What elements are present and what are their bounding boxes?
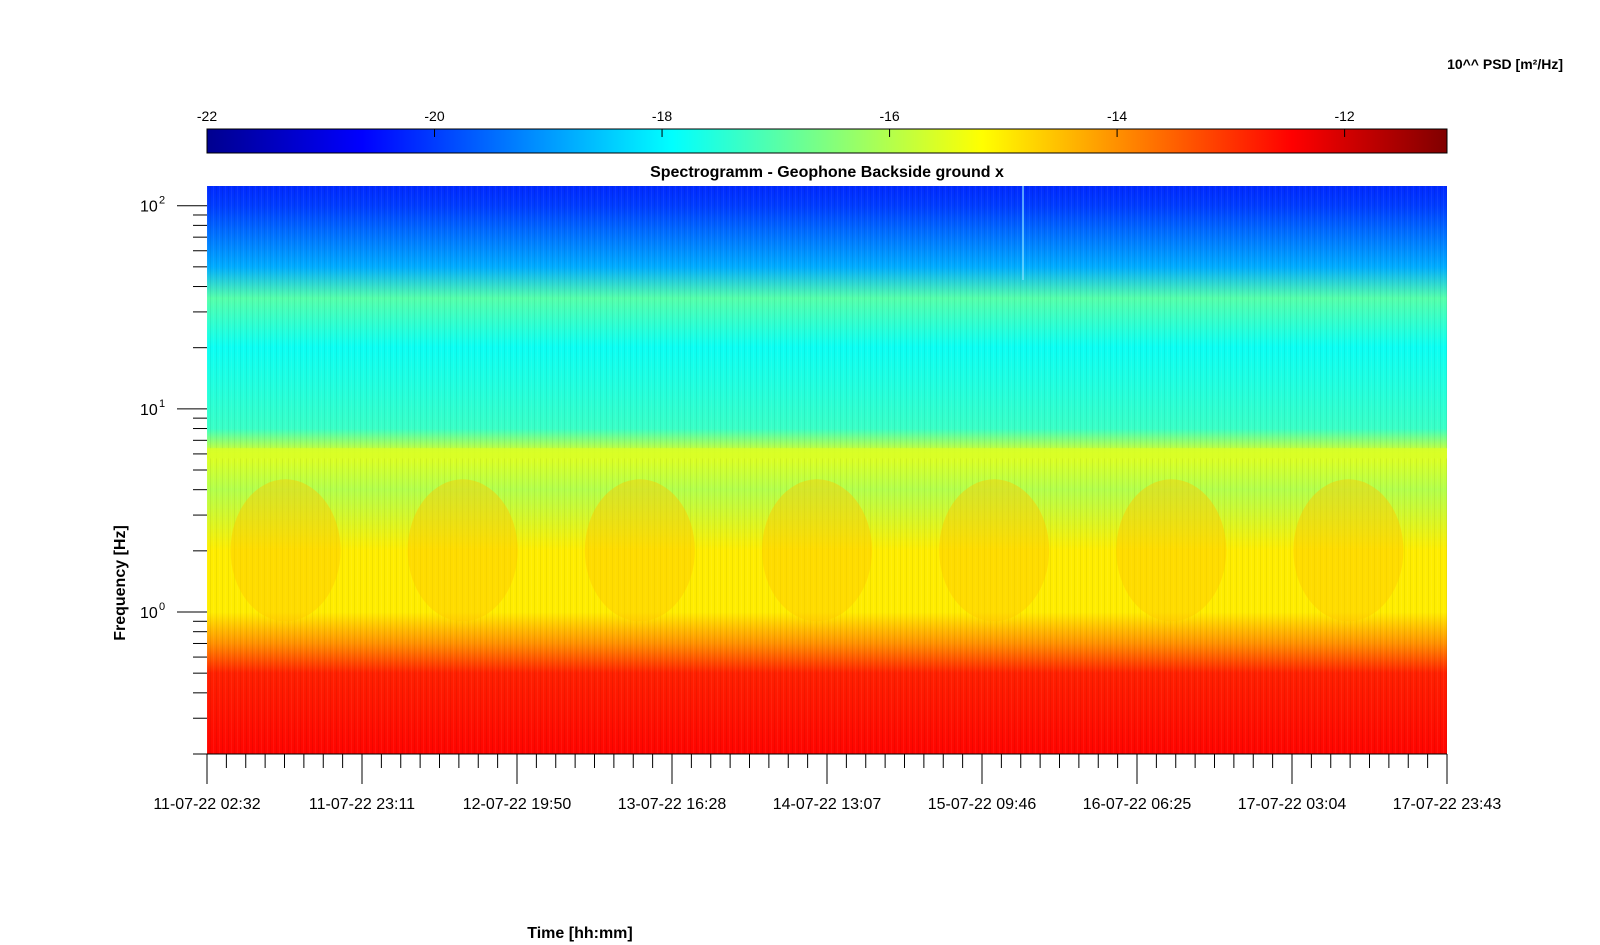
activity-burst: [939, 479, 1050, 622]
spectrogram-plot-area: [207, 186, 1447, 754]
x-tick-label: 16-07-22 06:25: [1083, 796, 1192, 813]
colorbar-tick-label: -20: [424, 108, 444, 124]
resonance-band-6hz: [207, 448, 1447, 459]
colorbar-tick-label: -22: [197, 108, 217, 124]
x-tick-label: 14-07-22 13:07: [773, 796, 882, 813]
activity-burst: [584, 479, 695, 622]
y-axis-label: Frequency [Hz]: [112, 525, 129, 641]
colorbar: [206, 128, 1448, 154]
y-tick-label-exponent: 2: [159, 195, 165, 207]
x-tick-label: 12-07-22 19:50: [463, 796, 572, 813]
colorbar-unit-label: 10^^ PSD [m²/Hz]: [1447, 56, 1563, 72]
x-tick-label: 15-07-22 09:46: [928, 796, 1037, 813]
y-tick-label-base: 10: [140, 605, 158, 622]
colorbar-tick-label: -12: [1334, 108, 1354, 124]
activity-burst: [1116, 479, 1227, 622]
x-tick-label: 17-07-22 23:43: [1393, 796, 1502, 813]
x-axis-ticks: 11-07-22 02:32 11-07-22 23:11 12-07-22 19:…: [153, 754, 1501, 813]
colorbar-ticks: -22 -20 -18 -16 -14 -12: [197, 108, 1355, 137]
x-tick-label: 13-07-22 16:28: [618, 796, 727, 813]
y-tick-label-exponent: 1: [159, 398, 165, 410]
activity-burst: [762, 479, 872, 622]
x-axis-label: Time [hh:mm]: [527, 925, 632, 942]
colorbar-tick-label: -16: [879, 108, 899, 124]
spectrogram-texture: [207, 186, 1447, 754]
chart-title: Spectrogramm - Geophone Backside ground …: [650, 164, 1004, 181]
x-tick-label: 11-07-22 23:11: [309, 796, 415, 813]
colorbar-tick-label: -14: [1107, 108, 1127, 124]
y-tick-label-base: 10: [140, 402, 158, 419]
y-tick-label-exponent: 0: [159, 601, 165, 613]
y-tick-label-base: 10: [140, 199, 158, 216]
diurnal-activity-bursts: [207, 448, 1447, 622]
x-tick-label: 17-07-22 03:04: [1238, 796, 1347, 813]
activity-burst: [407, 479, 518, 622]
x-tick-label: 11-07-22 02:32: [153, 796, 260, 813]
activity-burst: [1293, 479, 1404, 622]
activity-burst: [230, 479, 341, 622]
colorbar-tick-label: -18: [652, 108, 672, 124]
